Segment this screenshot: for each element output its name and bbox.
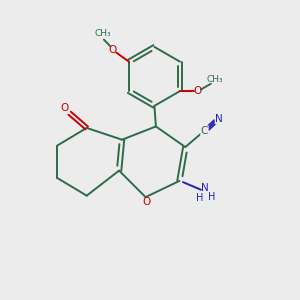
Text: N: N [215,114,223,124]
Text: C: C [201,126,208,136]
Text: CH₃: CH₃ [207,75,224,84]
Text: H: H [196,193,204,203]
Text: CH₃: CH₃ [94,29,111,38]
Text: H: H [208,191,215,202]
Text: N: N [201,183,208,193]
Text: O: O [61,103,69,113]
Text: O: O [194,86,202,96]
Text: O: O [142,197,151,207]
Text: O: O [109,45,117,55]
